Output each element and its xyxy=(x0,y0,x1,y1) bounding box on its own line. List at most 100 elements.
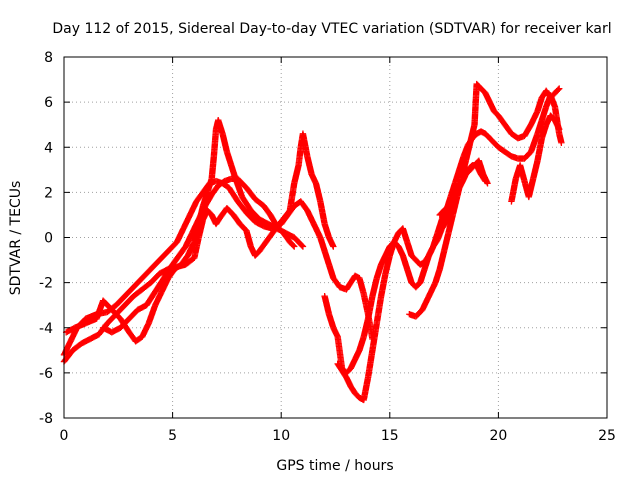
data-point-run xyxy=(456,154,467,172)
data-point-run xyxy=(321,221,332,240)
data-point-run xyxy=(248,208,262,222)
data-point xyxy=(330,243,337,250)
data-point-run xyxy=(215,118,226,136)
data-point-run xyxy=(413,280,423,290)
data-point-run xyxy=(335,361,345,373)
data-point-run xyxy=(441,231,452,253)
y-tick-label: 2 xyxy=(44,185,53,201)
data-point-run xyxy=(226,185,241,204)
data-point-run xyxy=(148,271,162,285)
x-tick-label: 5 xyxy=(168,428,177,444)
data-point-run xyxy=(530,158,541,181)
x-tick-label: 15 xyxy=(381,428,399,444)
data-point-run xyxy=(176,244,189,258)
data-point-run xyxy=(145,303,158,326)
data-point-run xyxy=(344,366,354,376)
data-series xyxy=(62,116,307,345)
data-point-run xyxy=(224,205,236,218)
data-point-run xyxy=(185,240,197,258)
data-series xyxy=(60,130,337,365)
data-point-run xyxy=(118,316,132,330)
data-point-run xyxy=(252,248,262,258)
data-point-run xyxy=(122,293,136,308)
data-point-run xyxy=(437,208,447,218)
data-point-run xyxy=(243,228,254,249)
data-point-run xyxy=(348,384,358,396)
data-point-run xyxy=(432,267,443,285)
data-point-run xyxy=(113,302,128,317)
data-point-run xyxy=(189,217,202,235)
data-point-run xyxy=(216,178,227,189)
x-axis: 0 5 10 15 20 25 xyxy=(60,57,616,444)
data-point-run xyxy=(152,289,165,308)
data-point-run xyxy=(522,149,534,161)
data-point-run xyxy=(126,307,141,321)
data-point-run xyxy=(430,237,441,249)
data-point-run xyxy=(263,230,275,245)
data-point-run xyxy=(311,221,323,240)
data-series xyxy=(99,175,298,336)
data-point-run xyxy=(286,181,298,213)
data-point-run xyxy=(113,293,128,308)
data-series xyxy=(508,112,563,205)
y-tick-label: 0 xyxy=(44,231,53,247)
data-point-run xyxy=(326,262,337,281)
data-point-run xyxy=(474,128,484,137)
data-point-run xyxy=(140,280,153,292)
y-axis: -8 -6 -4 -2 0 2 4 6 8 xyxy=(39,50,607,427)
x-tick-label: 25 xyxy=(598,428,616,444)
data-point-run xyxy=(244,185,258,202)
data-point-run xyxy=(365,348,376,380)
data-point-run xyxy=(133,334,145,344)
data-point-run xyxy=(139,321,152,339)
data-point-run xyxy=(170,253,182,267)
data-point-run xyxy=(183,231,195,249)
data-point-run xyxy=(548,90,558,100)
data-point-run xyxy=(235,199,249,215)
data-point-run xyxy=(205,208,215,218)
data-point-run xyxy=(496,144,508,155)
data-point-run xyxy=(334,334,346,371)
data-point-run xyxy=(439,219,449,231)
x-axis-label: GPS time / hours xyxy=(276,458,393,474)
data-point-run xyxy=(194,190,206,204)
data-point-run xyxy=(352,273,362,281)
data-point-run xyxy=(202,192,215,208)
data-point-run xyxy=(219,131,230,154)
data-point xyxy=(556,126,563,133)
data-point xyxy=(299,243,307,250)
data-point-run xyxy=(326,312,337,330)
data-point-run xyxy=(244,210,258,224)
data-point-run xyxy=(261,203,273,218)
data-point-run xyxy=(496,113,508,127)
data-point-run xyxy=(131,287,145,299)
data-point-run xyxy=(159,276,171,294)
data-point-run xyxy=(400,226,410,244)
data-point-run xyxy=(105,312,119,326)
y-tick-label: 6 xyxy=(44,95,53,111)
data-point-run xyxy=(187,199,200,217)
y-tick-label: -8 xyxy=(39,411,53,427)
data-point-run xyxy=(404,267,415,285)
data-point-run xyxy=(483,131,493,141)
data-point xyxy=(291,243,298,250)
data-point-run xyxy=(267,212,280,229)
data-series xyxy=(406,80,563,320)
x-tick-label: 20 xyxy=(489,428,507,444)
data-point-run xyxy=(487,135,497,146)
data-point-run xyxy=(231,212,243,227)
data-point-run xyxy=(478,128,488,137)
data-point-run xyxy=(161,262,176,281)
data-point-run xyxy=(296,239,306,249)
data-point-run xyxy=(291,163,302,186)
data-point-run xyxy=(304,154,315,177)
data-point-run xyxy=(313,181,324,204)
data-point-run xyxy=(548,113,558,123)
data-point-run xyxy=(204,176,215,195)
data-point-run xyxy=(528,131,541,154)
data-point-run xyxy=(404,240,415,258)
data-point-run xyxy=(502,122,514,136)
data-point-run xyxy=(409,253,419,263)
data-point-run xyxy=(478,86,488,96)
